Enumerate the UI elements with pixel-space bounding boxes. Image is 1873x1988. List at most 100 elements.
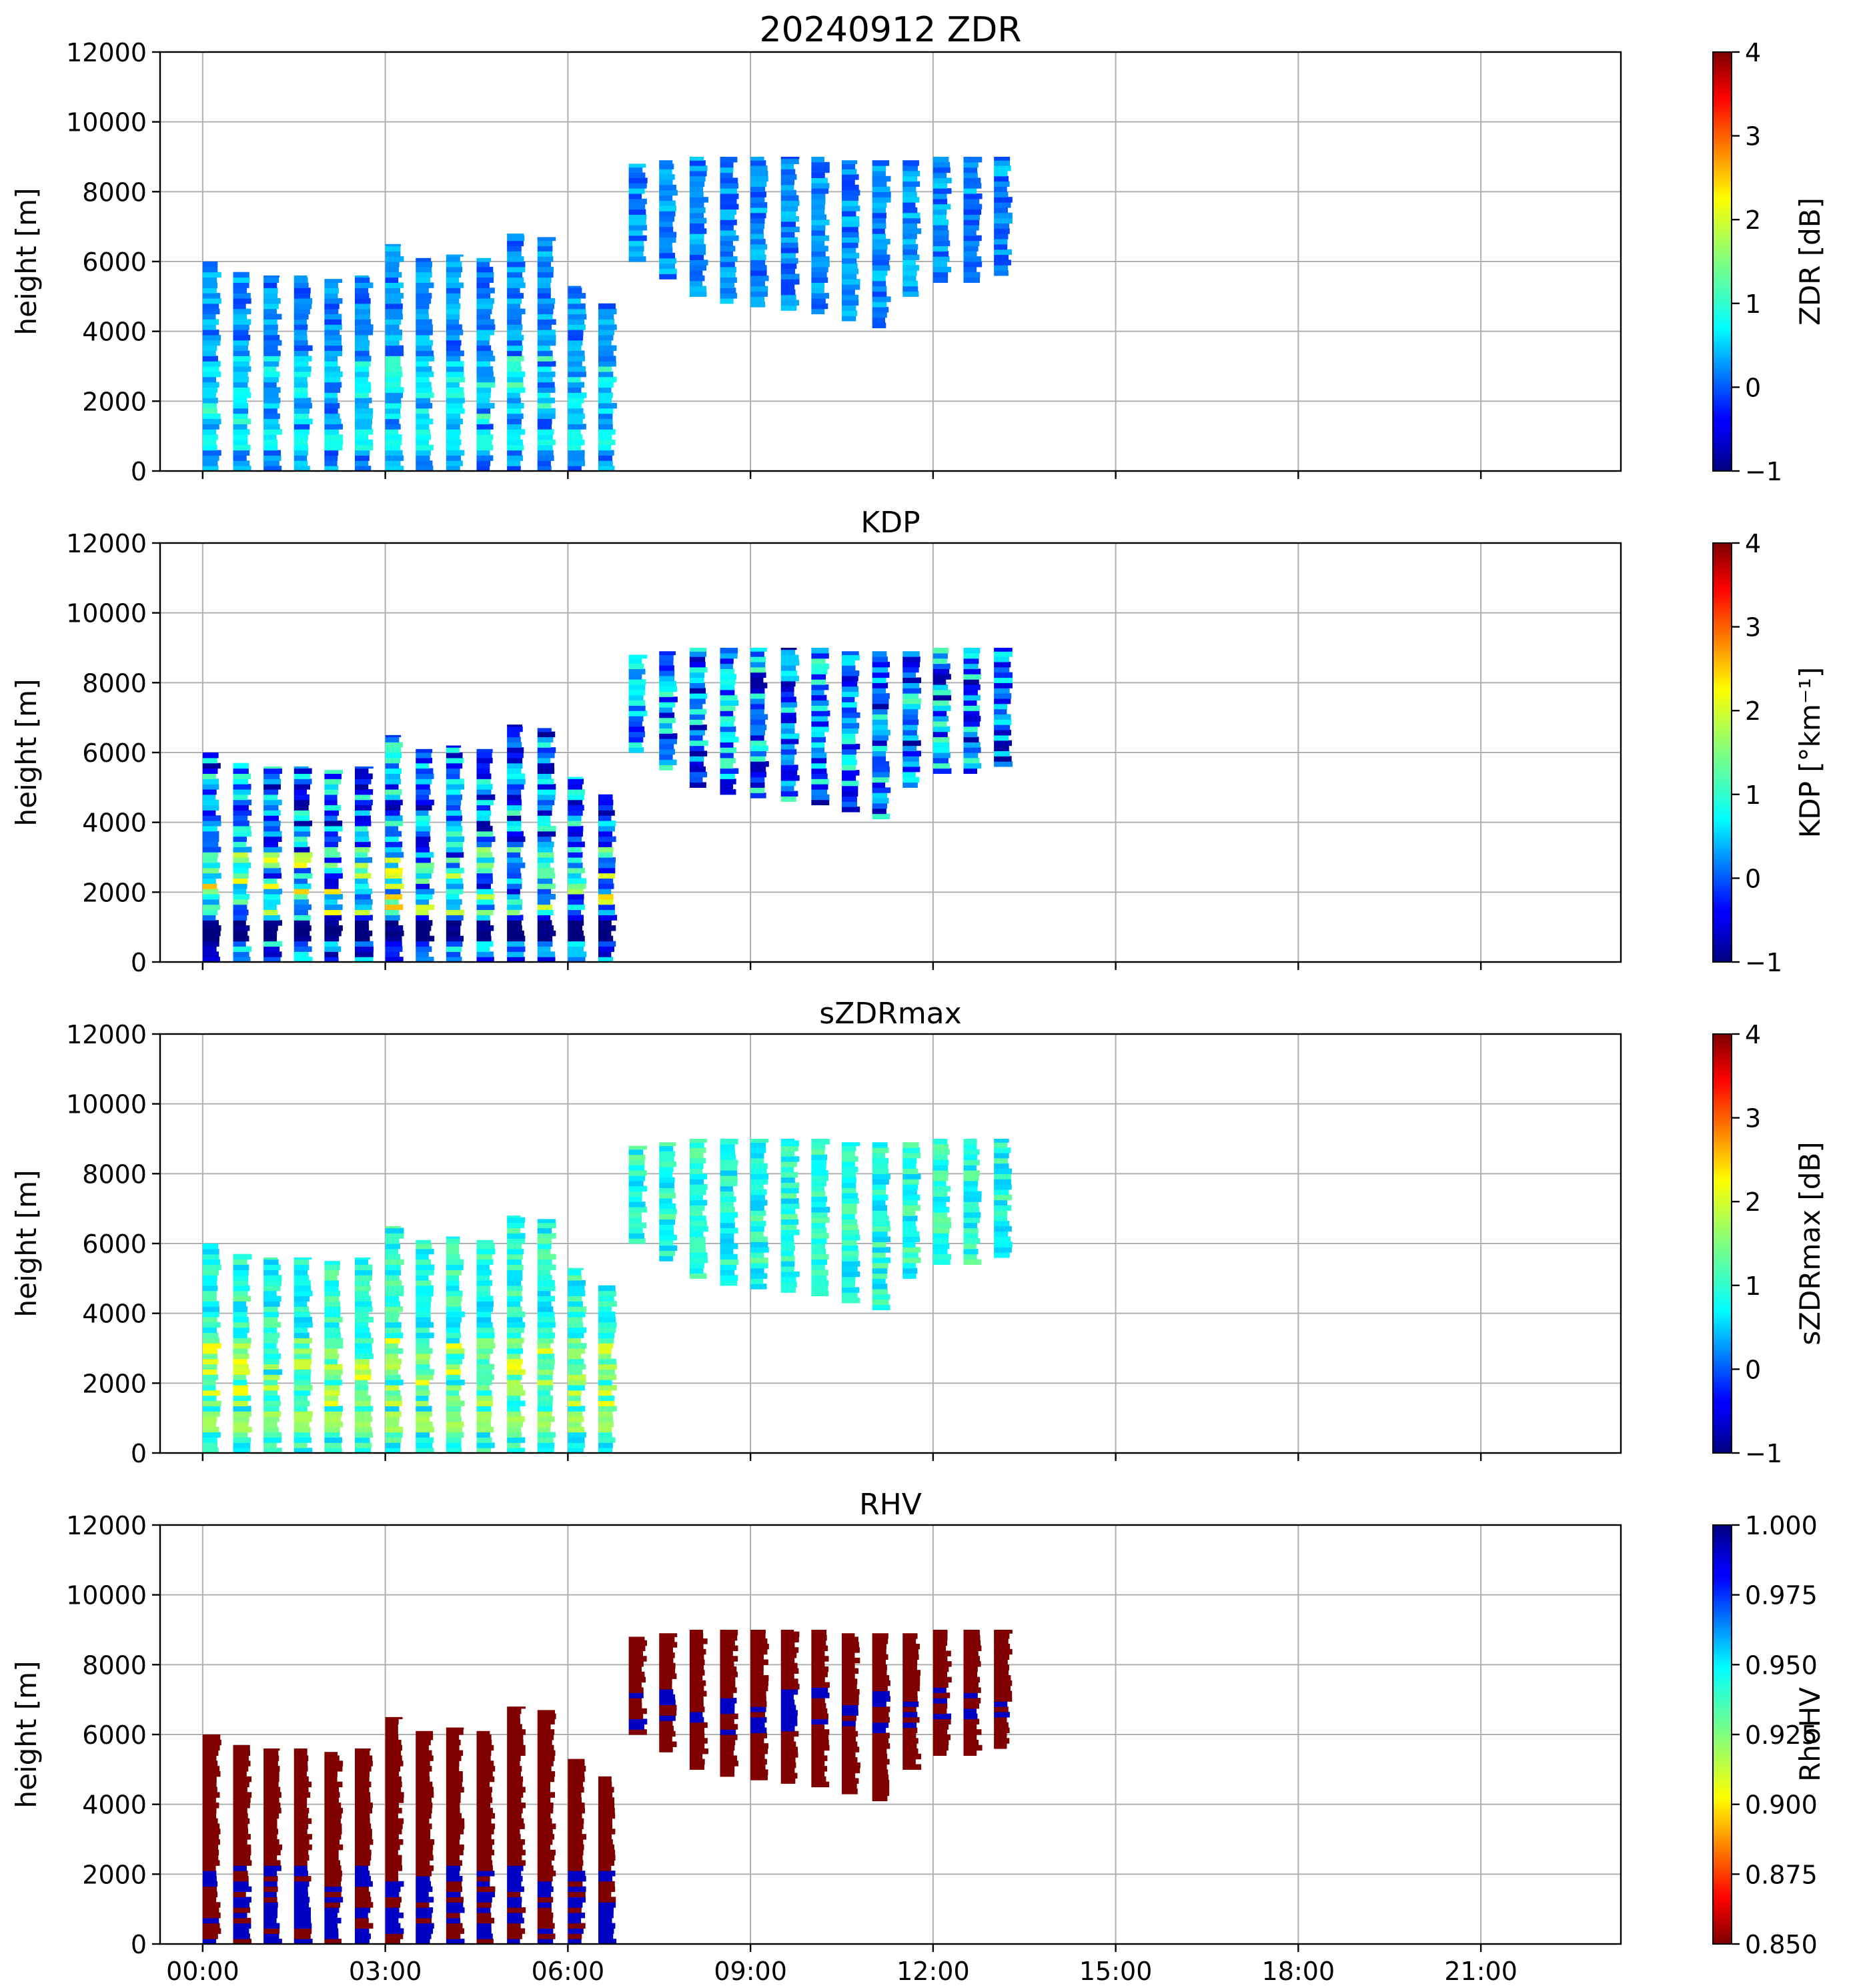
data-cell: [963, 229, 977, 236]
data-cell: [476, 915, 490, 921]
data-cell: [598, 1312, 616, 1318]
data-cell: [507, 1834, 521, 1840]
data-cell: [720, 1270, 735, 1276]
data-cell: [659, 1224, 674, 1230]
data-cell: [416, 324, 433, 330]
data-cell: [598, 930, 612, 937]
data-cell: [811, 161, 830, 168]
data-cell: [416, 1797, 432, 1803]
data-cell: [293, 1270, 308, 1276]
data-cell: [537, 303, 555, 310]
data-cell: [750, 1147, 766, 1153]
data-cell: [476, 1871, 495, 1877]
data-cell: [416, 1343, 430, 1349]
data-cell: [537, 1222, 556, 1229]
data-cell: [446, 429, 461, 435]
data-cell: [202, 356, 218, 362]
data-cell: [689, 1247, 706, 1253]
data-cell: [963, 1750, 977, 1756]
y-axis-label: height [m]: [10, 1170, 43, 1318]
data-cell: [476, 1875, 490, 1882]
data-cell: [872, 312, 887, 318]
data-cell: [811, 1201, 826, 1207]
data-cell: [416, 1322, 434, 1328]
data-cell: [994, 714, 1011, 720]
data-cell: [385, 873, 402, 879]
data-cell: [932, 262, 947, 268]
data-cell: [385, 1766, 401, 1772]
data-cell: [446, 941, 463, 947]
data-cell: [780, 1647, 799, 1653]
data-cell: [537, 1923, 555, 1929]
data-cell: [324, 1881, 341, 1887]
data-cell: [324, 382, 342, 388]
data-cell: [293, 1807, 309, 1814]
data-cell: [750, 157, 764, 161]
data-column: [476, 749, 496, 963]
data-column: [416, 749, 435, 963]
data-cell: [902, 1231, 920, 1237]
data-cell: [202, 1343, 221, 1349]
data-cell: [507, 402, 524, 409]
data-cell: [598, 1395, 615, 1402]
data-cell: [385, 1406, 400, 1412]
data-cell: [263, 1748, 280, 1751]
data-cell: [355, 340, 370, 346]
data-cell: [446, 925, 461, 931]
data-cell: [659, 691, 674, 697]
data-cell: [537, 1406, 553, 1412]
data-cell: [750, 1696, 766, 1702]
data-cell: [202, 1818, 218, 1825]
data-cell: [659, 258, 677, 264]
data-cell: [689, 651, 707, 657]
data-cell: [324, 418, 342, 424]
data-cell: [932, 742, 950, 748]
data-cell: [568, 1437, 585, 1443]
data-cell: [263, 1442, 277, 1448]
data-cell: [537, 731, 556, 738]
data-cell: [263, 340, 282, 346]
data-cell: [263, 1881, 277, 1887]
data-cell: [872, 1785, 890, 1791]
data-cell: [750, 1748, 768, 1755]
data-cell: [811, 1139, 830, 1145]
data-cell: [385, 1750, 402, 1756]
data-cell: [233, 1761, 251, 1767]
data-cell: [416, 857, 431, 863]
data-cell: [202, 836, 219, 843]
data-cell: [324, 1907, 340, 1913]
data-cell: [202, 1834, 219, 1840]
data-cell: [689, 1142, 704, 1148]
data-cell: [689, 1753, 703, 1760]
data-cell: [780, 1245, 796, 1252]
data-cell: [507, 768, 522, 774]
data-cell: [507, 334, 524, 341]
data-cell: [842, 263, 858, 270]
data-cell: [355, 1395, 372, 1402]
data-cell: [263, 920, 282, 926]
data-cell: [324, 1855, 339, 1861]
data-cell: [598, 1875, 613, 1882]
data-cell: [537, 930, 556, 937]
x-tick-label: 09:00: [714, 1957, 787, 1986]
data-cell: [263, 768, 283, 774]
data-cell: [537, 1442, 555, 1448]
data-cell: [537, 1907, 552, 1913]
data-cell: [568, 382, 585, 388]
data-cell: [446, 434, 460, 440]
data-cell: [872, 1716, 890, 1723]
data-cell: [416, 1834, 431, 1840]
data-cell: [416, 784, 430, 790]
data-cell: [385, 1834, 399, 1840]
data-cell: [263, 941, 283, 947]
data-cell: [416, 1400, 429, 1406]
data-cell: [202, 1823, 220, 1829]
data-cell: [202, 319, 219, 325]
data-cell: [202, 1839, 220, 1845]
data-cell: [628, 1238, 646, 1244]
data-cell: [659, 1142, 676, 1147]
data-column: [324, 279, 344, 472]
data-cell: [720, 1259, 739, 1265]
data-cell: [720, 700, 739, 706]
data-cell: [202, 282, 218, 288]
